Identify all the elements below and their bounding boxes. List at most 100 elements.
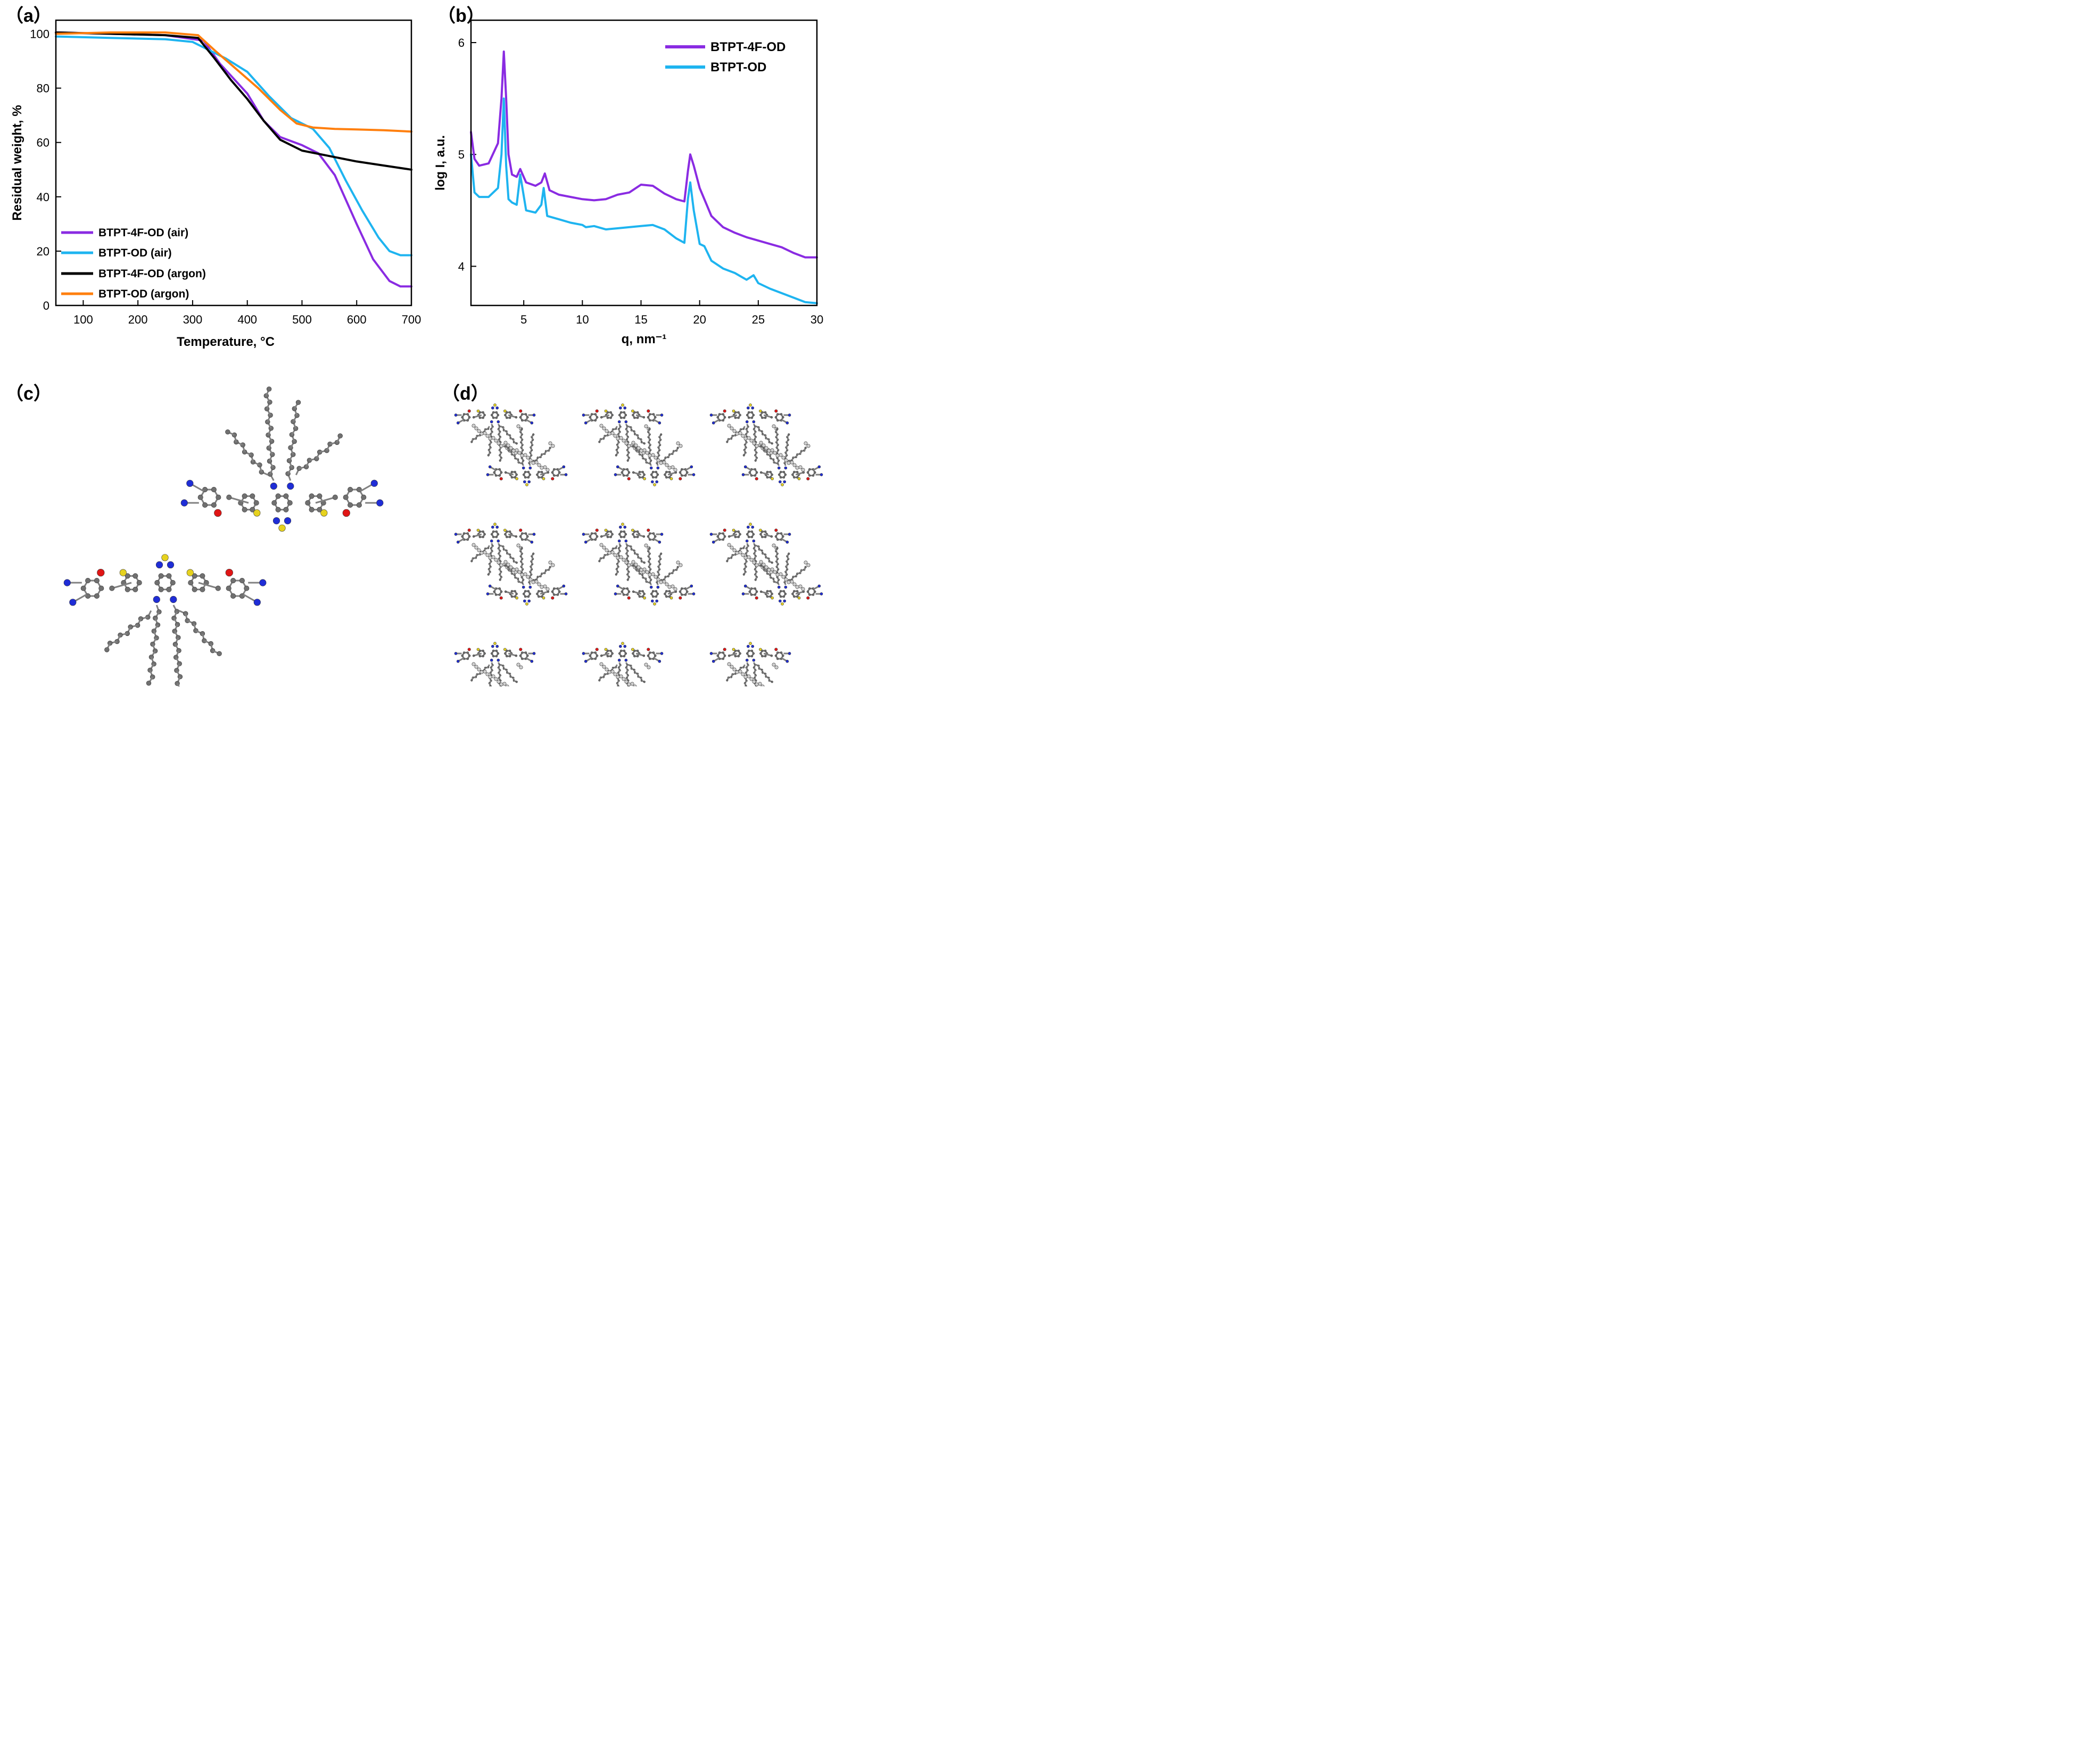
carbon-atom-728 xyxy=(771,473,773,476)
nitrogen-atom-428 xyxy=(746,406,750,410)
nitrogen-atom-642 xyxy=(655,480,659,484)
nitrogen-atom-43 xyxy=(180,499,188,507)
sulfur-atom-1179 xyxy=(525,602,528,606)
carbon-atom-1476 xyxy=(506,655,508,658)
nitrogen-atom-1078 xyxy=(786,540,789,544)
chart-a-series-line-2 xyxy=(55,31,412,171)
chart-b-legend: BTPT-4F-OD BTPT-OD xyxy=(665,40,786,75)
carbon-atom-300 xyxy=(632,413,634,417)
carbon-atom-1155 xyxy=(514,590,516,593)
nitrogen-atom-1396 xyxy=(820,592,823,595)
carbon-atom-849 xyxy=(524,532,527,535)
carbon-atom-523 xyxy=(493,471,495,474)
carbon-atom-734 xyxy=(814,471,816,474)
carbon-atom-1141 xyxy=(536,592,539,595)
carbon-atom-302 xyxy=(636,411,639,414)
carbon-atom-1370 xyxy=(771,592,773,595)
carbon-atom-23 xyxy=(348,502,353,508)
carbon-atom-517 xyxy=(551,471,554,474)
nitrogen-atom-643 xyxy=(650,480,654,484)
carbon-atom-194 xyxy=(506,411,508,414)
carbon-atom-717 xyxy=(796,476,799,479)
carbon-atom-1469 xyxy=(495,655,498,658)
oxygen-atom-1608 xyxy=(595,648,599,651)
carbon-atom-1006 xyxy=(598,560,601,562)
carbon-atom-189 xyxy=(495,411,498,414)
hydrogen-atom-595 xyxy=(545,468,550,472)
carbon-atom-410 xyxy=(723,416,726,419)
carbon-atom-99 xyxy=(158,573,164,579)
hydrogen-atom-1675 xyxy=(647,665,651,669)
nitrogen-atom-322 xyxy=(623,406,627,410)
sulfur-atom-1607 xyxy=(621,642,624,645)
carbon-atom-462 xyxy=(754,459,757,462)
link-bond xyxy=(505,591,514,595)
carbon-atom-257 xyxy=(470,441,473,443)
hydrogen-atom-273 xyxy=(494,438,498,443)
hydrogen-atom-1135 xyxy=(772,543,776,548)
nitrogen-atom-1605 xyxy=(618,644,622,648)
hydrogen-atom-709 xyxy=(667,466,672,470)
carbon-atom-1703 xyxy=(774,655,778,657)
nitrogen-atom-757 xyxy=(743,465,747,469)
carbon-atom-29 xyxy=(202,502,208,508)
carbon-atom-518 xyxy=(553,468,556,471)
carbon-atom-1492 xyxy=(472,655,475,657)
carbon-atom-115 xyxy=(230,593,236,599)
link-bond xyxy=(633,471,642,476)
chart-a-series-line-3 xyxy=(55,31,412,133)
hydrogen-atom-1564 xyxy=(488,675,492,679)
hydrogen-atom-815 xyxy=(775,453,780,458)
carbon-atom-1164 xyxy=(553,593,556,596)
sulfur-atom-317 xyxy=(604,409,608,413)
sulfur-atom-1173 xyxy=(542,596,545,600)
carbon-atom-1172 xyxy=(504,590,507,593)
hydrogen-atom-275 xyxy=(485,434,490,438)
sulfur-atom-1708 xyxy=(732,648,735,651)
carbon-atom-1462 xyxy=(483,652,486,655)
link-bond xyxy=(540,591,549,595)
carbon-atom-1488 xyxy=(521,657,524,660)
hydrogen-atom-1768 xyxy=(738,669,742,674)
nitrogen-atom-1075 xyxy=(709,533,713,536)
carbon-atom-1167 xyxy=(498,587,501,590)
sulfur-atom-1714 xyxy=(749,642,752,645)
nitrogen-atom-1077 xyxy=(788,533,791,536)
hydrogen-atom-1669 xyxy=(624,680,629,684)
carbon-atom-744 xyxy=(759,471,763,474)
carbon-atom-624 xyxy=(679,471,682,474)
carbon-atom-1162 xyxy=(558,590,561,593)
carbon-atom-205 xyxy=(519,416,522,419)
hydrogen-atom-1771 xyxy=(749,677,754,681)
chart-a-xtick-label-5: 600 xyxy=(347,313,367,326)
hydrogen-atom-1133 xyxy=(732,548,737,552)
hydrogen-atom-698 xyxy=(642,448,647,452)
carbon-atom-617 xyxy=(651,476,655,479)
carbon-atom-610 xyxy=(668,476,671,479)
carbon-atom-1480 xyxy=(468,655,471,657)
nitrogen-atom-861 xyxy=(454,533,458,536)
hydrogen-atom-1667 xyxy=(633,684,637,686)
carbon-atom-307 xyxy=(590,413,593,416)
nitrogen-atom-961 xyxy=(617,539,621,543)
carbon-atom-720 xyxy=(779,470,782,474)
nitrogen-atom-750 xyxy=(778,480,782,484)
nitrogen-atom-126 xyxy=(167,561,175,569)
carbon-atom-1039 xyxy=(737,530,740,533)
carbon-atom-555 xyxy=(532,433,535,436)
carbon-atom-1042 xyxy=(747,535,750,539)
sulfur-atom-32 xyxy=(320,509,328,517)
nitrogen-atom-133 xyxy=(253,599,261,606)
carbon-atom-118 xyxy=(239,577,245,584)
carbon-atom-364 xyxy=(598,441,601,443)
carbon-atom-1355 xyxy=(791,592,794,595)
nitrogen-atom-755 xyxy=(817,465,821,469)
carbon-atom-792 xyxy=(804,446,807,449)
carbon-atom-1377 xyxy=(812,593,815,596)
oxygen-atom-1502 xyxy=(519,648,523,651)
carbon-atom-833 xyxy=(508,535,511,539)
nitrogen-atom-321 xyxy=(618,406,622,410)
chart-b-ytick-label-0: 4 xyxy=(458,260,465,273)
carbon-atom-1571 xyxy=(606,655,609,658)
link-bond xyxy=(729,533,738,537)
